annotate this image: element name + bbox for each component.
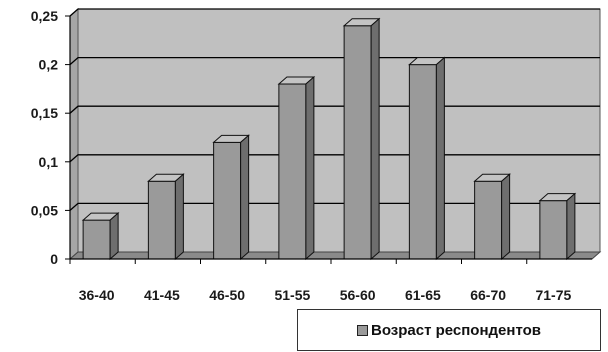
bar [343, 25, 372, 260]
bar [278, 83, 307, 260]
bar [82, 219, 111, 260]
x-tick-label: 56-60 [340, 287, 376, 303]
legend-swatch [356, 324, 368, 336]
y-tick-label: 0,05 [31, 202, 58, 218]
y-tick-labels: 0 0,05 0,1 0,15 0,2 0,25 [31, 8, 58, 267]
x-tick-label: 61-65 [405, 287, 441, 303]
bar-side [109, 212, 119, 261]
y-tick-label: 0,15 [31, 105, 58, 121]
y-tick-label: 0 [50, 251, 58, 267]
bar [147, 180, 176, 260]
x-tick-label: 41-45 [144, 287, 180, 303]
bar-side [370, 17, 380, 261]
legend-label: Возраст респондентов [370, 321, 541, 339]
y-tick-label: 0,2 [39, 57, 59, 73]
y-tick-label: 0,25 [31, 8, 58, 24]
x-tick-label: 51-55 [274, 287, 310, 303]
x-tick-label: 46-50 [209, 287, 245, 303]
axes [65, 15, 592, 264]
bar-side [435, 56, 445, 261]
bars [81, 17, 577, 261]
bar-side [501, 173, 511, 261]
bar-side [305, 75, 315, 261]
bar [408, 64, 437, 260]
x-tick-label: 71-75 [535, 287, 571, 303]
legend: Возраст респондентов [297, 309, 601, 351]
bar [474, 180, 503, 260]
bar-side [240, 134, 250, 261]
x-tick-labels: 36-40 41-45 46-50 51-55 56-60 61-65 66-70 71-75 [79, 287, 572, 303]
y-tick-label: 0,1 [39, 154, 59, 170]
gridline [69, 8, 600, 17]
bar [539, 200, 568, 260]
bar [213, 141, 242, 260]
x-tick-label: 36-40 [79, 287, 115, 303]
bar-side [566, 192, 576, 261]
bar-side [174, 173, 184, 261]
x-tick-label: 66-70 [470, 287, 506, 303]
side-wall [69, 7, 79, 261]
